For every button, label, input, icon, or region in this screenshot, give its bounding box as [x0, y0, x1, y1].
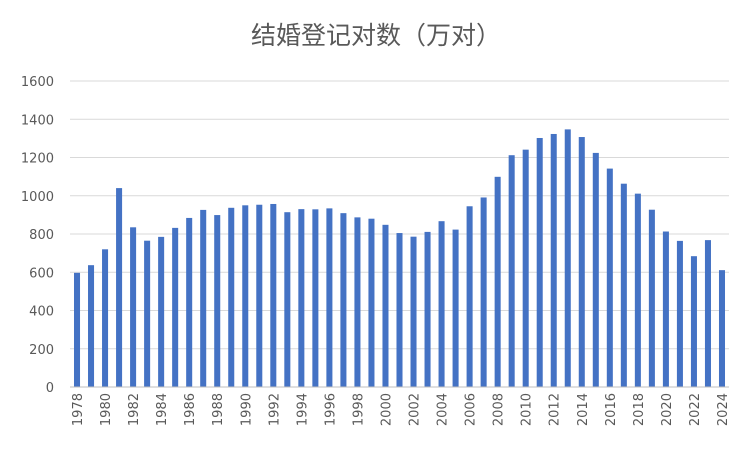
- bar-2024: [718, 270, 726, 387]
- bar-2021: [676, 240, 683, 387]
- x-tick-label: 2022: [688, 393, 703, 426]
- y-tick-label: 1600: [21, 75, 54, 90]
- bar-1989: [228, 207, 235, 387]
- x-tick-label: 1994: [295, 393, 310, 426]
- y-tick-label: 1000: [21, 190, 54, 205]
- y-tick-label: 400: [29, 305, 54, 320]
- bar-2001: [396, 233, 403, 387]
- y-tick-label: 0: [46, 381, 54, 396]
- bar-1988: [214, 215, 221, 387]
- bar-1991: [256, 204, 263, 387]
- x-tick-label: 1988: [211, 393, 226, 426]
- bar-1981: [116, 188, 123, 387]
- x-tick-label: 2000: [379, 393, 394, 426]
- x-tick-label: 2018: [632, 393, 647, 426]
- bar-2014: [578, 137, 585, 387]
- bar-2023: [704, 240, 711, 387]
- bar-2013: [564, 129, 571, 388]
- bar-2019: [648, 209, 655, 387]
- bar-1978: [73, 272, 81, 387]
- bar-2000: [382, 224, 389, 387]
- bar-1993: [284, 212, 291, 387]
- bar-1995: [312, 209, 319, 387]
- bar-1982: [130, 227, 137, 387]
- x-tick-label: 2024: [716, 393, 731, 426]
- x-tick-label: 1998: [351, 393, 366, 426]
- x-tick-label: 2010: [520, 393, 535, 426]
- x-tick-label: 1984: [155, 393, 170, 426]
- x-tick-label: 2012: [548, 393, 563, 426]
- y-tick-label: 1400: [21, 113, 54, 128]
- bar-2018: [634, 193, 641, 387]
- bar-2022: [690, 256, 697, 387]
- bar-2007: [480, 197, 487, 387]
- bar-2005: [452, 229, 459, 387]
- bar-1985: [172, 227, 179, 387]
- bar-2002: [410, 236, 417, 387]
- x-tick-label: 2020: [660, 393, 675, 426]
- y-tick-label: 200: [29, 343, 54, 358]
- bar-2015: [592, 152, 599, 387]
- y-tick-label: 1200: [21, 152, 54, 167]
- bar-2009: [508, 155, 515, 387]
- x-tick-label: 2016: [604, 393, 619, 426]
- bar-2003: [424, 231, 431, 387]
- x-axis-ticks: 1978 1980 1982 1984 1986 1988 1990 1992 1994 1996…: [71, 393, 731, 426]
- x-tick-label: 1986: [183, 393, 198, 426]
- bar-2006: [466, 206, 473, 387]
- bar-1983: [144, 240, 151, 387]
- bar-1996: [326, 208, 333, 387]
- x-tick-label: 2008: [492, 393, 507, 426]
- bars: [73, 129, 726, 388]
- x-tick-label: 1982: [127, 393, 142, 426]
- bar-2016: [606, 168, 613, 387]
- chart-title: 结婚登记对数（万对）: [251, 21, 501, 50]
- bar-2017: [620, 183, 627, 387]
- bar-1992: [270, 203, 277, 387]
- y-tick-label: 800: [29, 228, 54, 243]
- bar-2010: [522, 149, 529, 387]
- bar-1984: [158, 236, 165, 387]
- bar-1997: [340, 213, 347, 387]
- bar-2008: [494, 176, 501, 387]
- bar-1994: [298, 209, 305, 387]
- x-tick-label: 2014: [576, 393, 591, 426]
- bar-1990: [242, 205, 249, 387]
- bar-1986: [186, 217, 193, 387]
- bar-1998: [354, 217, 361, 387]
- y-axis-ticks: 0 200 400 600 800 1000 1200 1400 1600: [21, 75, 54, 396]
- bar-2020: [662, 231, 669, 387]
- x-tick-label: 1978: [71, 393, 86, 426]
- bar-1980: [102, 249, 109, 387]
- x-tick-label: 1980: [99, 393, 114, 426]
- bar-1987: [200, 209, 207, 387]
- x-tick-label: 2004: [436, 393, 451, 426]
- bar-2011: [536, 137, 543, 387]
- bar-1999: [368, 218, 375, 387]
- x-tick-label: 2006: [464, 393, 479, 426]
- x-tick-label: 2002: [408, 393, 423, 426]
- bar-1979: [88, 265, 95, 387]
- bar-2004: [438, 221, 445, 387]
- x-tick-label: 1992: [267, 393, 282, 426]
- bar-2012: [550, 133, 557, 387]
- x-tick-label: 1990: [239, 393, 254, 426]
- y-tick-label: 600: [29, 266, 54, 281]
- x-tick-label: 1996: [323, 393, 338, 426]
